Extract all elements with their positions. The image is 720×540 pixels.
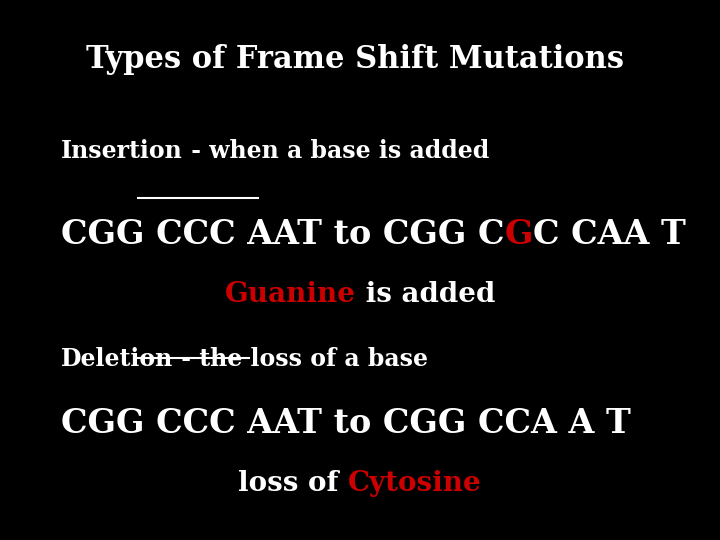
Text: C CAA T: C CAA T — [534, 218, 686, 252]
Text: Cytosine: Cytosine — [348, 470, 482, 497]
Text: Deletion: Deletion — [61, 347, 174, 371]
Text: - when a base is added: - when a base is added — [183, 139, 489, 163]
Text: CGG CCC AAT to CGG CCA A T: CGG CCC AAT to CGG CCA A T — [61, 407, 631, 441]
Text: CGG CCC AAT to CGG C: CGG CCC AAT to CGG C — [61, 218, 505, 252]
Text: is added: is added — [356, 281, 495, 308]
Text: loss of: loss of — [238, 470, 348, 497]
Text: Insertion: Insertion — [61, 139, 183, 163]
Text: G: G — [505, 218, 534, 252]
Text: - the loss of a base: - the loss of a base — [174, 347, 428, 371]
Text: Types of Frame Shift Mutations: Types of Frame Shift Mutations — [86, 44, 624, 75]
Text: Guanine: Guanine — [225, 281, 356, 308]
